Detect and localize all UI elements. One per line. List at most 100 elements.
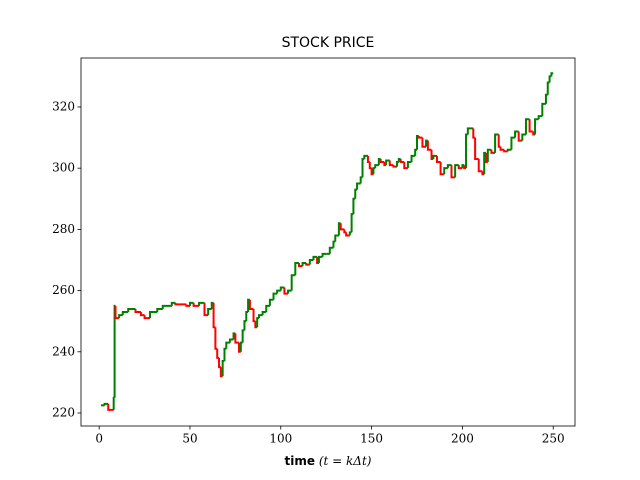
step-segment <box>272 292 278 300</box>
step-segment <box>212 302 216 329</box>
step-segment <box>524 118 530 135</box>
step-segment <box>207 307 212 316</box>
step-segment <box>248 299 254 310</box>
step-segment <box>332 240 336 248</box>
step-segment <box>221 359 225 377</box>
step-segment <box>415 135 419 150</box>
step-segment <box>421 137 427 148</box>
step-segment <box>245 311 249 322</box>
step-segment <box>465 133 468 169</box>
step-segment <box>550 72 554 77</box>
step-segment <box>450 165 456 179</box>
y-tick-label: 260 <box>52 283 75 297</box>
step-segment <box>114 305 120 320</box>
step-segment <box>350 213 354 233</box>
step-segment <box>118 314 123 319</box>
step-segment <box>354 188 358 199</box>
step-segment <box>198 301 205 306</box>
plot-frame <box>80 57 576 427</box>
step-segment <box>321 252 327 257</box>
step-segment <box>261 311 267 316</box>
step-segment <box>156 307 163 313</box>
step-segment <box>149 311 158 319</box>
step-segment <box>510 136 516 150</box>
step-segment <box>239 341 243 352</box>
step-segment <box>283 287 289 295</box>
step-segment <box>399 158 405 164</box>
step-segment <box>388 160 394 167</box>
step-segment <box>294 262 299 276</box>
step-segment <box>363 154 368 159</box>
step-segment <box>485 152 488 164</box>
step-segment <box>317 255 323 264</box>
step-segment <box>544 93 548 104</box>
step-segment <box>223 347 227 361</box>
step-segment <box>103 402 109 406</box>
step-segment <box>113 304 116 398</box>
x-tick-label: 50 <box>182 432 197 446</box>
step-segment <box>474 137 479 160</box>
step-segment <box>139 312 145 317</box>
step-segment <box>490 149 496 154</box>
step-segment <box>430 149 434 160</box>
step-segment <box>143 315 151 320</box>
x-tick-label: 150 <box>360 432 383 446</box>
step-segment <box>252 308 256 323</box>
step-segment <box>368 162 372 170</box>
step-segment <box>276 289 281 294</box>
step-segment <box>414 148 417 156</box>
step-segment <box>410 154 416 163</box>
step-segment <box>127 307 136 313</box>
y-tick-label: 220 <box>52 405 75 419</box>
step-segment <box>352 197 356 215</box>
y-tick-label: 240 <box>52 344 75 358</box>
step-segment <box>546 81 550 95</box>
step-segment <box>361 157 365 178</box>
step-segment <box>534 118 539 135</box>
step-segment <box>446 164 452 169</box>
step-segment <box>328 246 334 254</box>
x-tick-label: 250 <box>542 432 565 446</box>
step-segment <box>134 308 141 314</box>
step-segment <box>472 128 476 139</box>
step-segment <box>374 164 379 169</box>
step-segment <box>426 140 432 151</box>
step-segment <box>454 164 459 178</box>
step-segment <box>499 146 505 151</box>
step-segment <box>392 165 398 168</box>
step-segment <box>232 332 236 340</box>
step-segment <box>290 274 296 291</box>
chart-title: STOCK PRICE <box>282 35 375 51</box>
step-segment <box>359 176 363 184</box>
step-segment <box>483 151 487 175</box>
step-segment <box>174 302 187 306</box>
step-segment <box>406 161 412 169</box>
x-axis-label-word: time <box>285 454 316 468</box>
step-segment <box>268 298 274 306</box>
step-segment <box>517 131 523 142</box>
step-segment <box>228 338 234 343</box>
step-segment <box>334 234 339 242</box>
step-segment <box>366 155 370 164</box>
step-segment <box>257 314 263 319</box>
step-segment <box>343 229 347 234</box>
step-segment <box>345 232 350 237</box>
step-segment <box>356 182 361 190</box>
step-segment <box>203 302 209 317</box>
y-tick-label: 300 <box>52 161 75 175</box>
step-segment <box>477 158 483 173</box>
step-segment <box>514 130 519 138</box>
step-segment <box>432 154 437 159</box>
step-segment <box>348 231 352 236</box>
step-segment <box>385 159 390 166</box>
step-segment <box>218 357 221 369</box>
step-segment <box>210 301 214 309</box>
step-segment <box>107 403 114 411</box>
step-segment <box>396 161 399 167</box>
step-segment <box>241 329 245 343</box>
step-segment <box>417 136 423 139</box>
step-segment <box>216 348 220 359</box>
step-segment <box>457 165 463 170</box>
step-segment <box>506 148 512 152</box>
